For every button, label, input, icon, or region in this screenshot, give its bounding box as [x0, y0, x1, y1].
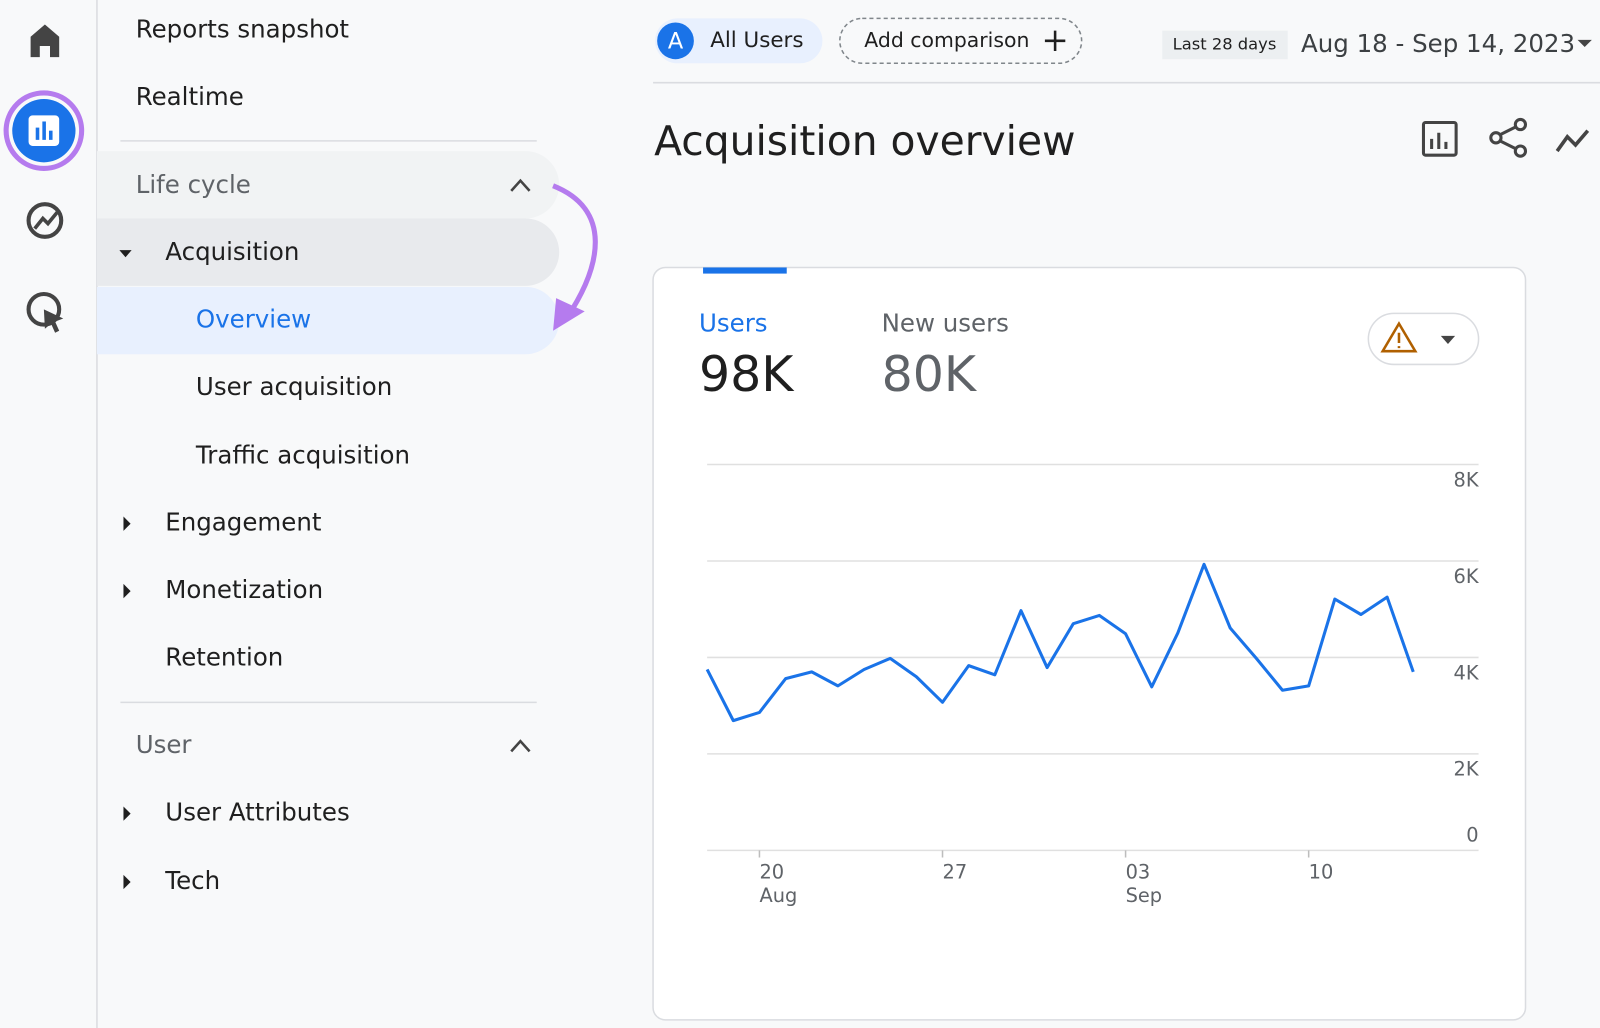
x-tick-month: Aug — [759, 884, 797, 907]
explore-icon[interactable] — [26, 202, 64, 239]
explore-glyph — [33, 211, 59, 230]
reports-glyph — [35, 127, 40, 140]
section-title[interactable]: Life cycle — [136, 170, 251, 199]
advertising-icon[interactable] — [26, 291, 62, 327]
card — [652, 266, 1527, 1021]
metric-label[interactable]: New users — [882, 309, 1009, 338]
segment-label[interactable]: All Users — [710, 28, 803, 53]
y-tick-label: 8K — [1454, 468, 1480, 491]
section-row-bg — [96, 151, 560, 219]
annotation-arrow — [552, 183, 598, 320]
nav-item[interactable]: Reports snapshot — [136, 15, 350, 44]
y-tick-label: 4K — [1454, 661, 1480, 684]
caret[interactable] — [123, 806, 131, 821]
nav-item[interactable]: Retention — [165, 642, 283, 671]
nav-item[interactable]: User Attributes — [165, 798, 349, 827]
y-tick-label: 2K — [1454, 758, 1480, 781]
warning-icon — [1380, 321, 1418, 353]
nav-item[interactable]: Realtime — [136, 82, 244, 111]
warning-dropdown[interactable] — [1367, 312, 1480, 366]
caret[interactable] — [123, 516, 131, 531]
nav-row-selected — [96, 286, 560, 355]
metric-value: 80K — [882, 346, 978, 403]
nav-item[interactable]: User acquisition — [196, 372, 392, 401]
advertising-glyph — [43, 309, 64, 333]
metric-value: 98K — [699, 346, 795, 403]
date-range[interactable]: Aug 18 - Sep 14, 2023 — [1301, 29, 1575, 58]
segment-badge-text: A — [668, 28, 684, 54]
insights-icon[interactable] — [1555, 129, 1590, 153]
y-tick-label: 0 — [1466, 824, 1478, 847]
home-icon[interactable] — [30, 24, 60, 58]
active-tab-indicator — [703, 267, 787, 274]
page-title: Acquisition overview — [654, 117, 1075, 165]
segment-chip[interactable] — [655, 18, 823, 64]
customize-icon[interactable] — [1421, 120, 1458, 157]
nav-item[interactable]: Monetization — [165, 575, 323, 604]
date-dropdown[interactable] — [1577, 39, 1592, 47]
caret[interactable] — [123, 874, 131, 890]
add-comparison-button[interactable] — [839, 17, 1083, 65]
caret[interactable] — [119, 250, 132, 258]
nav-row-bg — [96, 218, 560, 286]
metric-label[interactable]: Users — [699, 309, 768, 338]
reports-glyph — [48, 130, 53, 140]
share-glyph — [1513, 117, 1528, 132]
nav-item[interactable]: Traffic acquisition — [195, 440, 410, 469]
share-glyph — [1513, 144, 1528, 158]
nav-item[interactable]: Engagement — [165, 508, 322, 537]
x-tick-label: 03 — [1126, 860, 1151, 883]
nav-item[interactable]: Acquisition — [165, 237, 299, 266]
y-tick-label: 6K — [1454, 565, 1480, 588]
x-tick-label: 27 — [943, 860, 968, 883]
highlight-ring — [3, 90, 85, 171]
date-preset[interactable]: Last 28 days — [1173, 34, 1277, 53]
segment-badge — [657, 22, 694, 60]
nav-item-selected[interactable]: Overview — [196, 305, 311, 334]
customize-glyph — [1430, 132, 1448, 150]
reports-glyph — [42, 121, 46, 140]
dropdown-caret — [1440, 335, 1456, 345]
date-preset-box — [1162, 30, 1288, 60]
data-line — [705, 562, 1415, 723]
chevron[interactable] — [510, 739, 531, 753]
share-glyph — [1499, 125, 1518, 151]
nav-item[interactable]: Tech — [164, 866, 220, 895]
section-title[interactable]: User — [136, 730, 193, 759]
plus-icon — [1044, 30, 1066, 52]
share-icon[interactable] — [1489, 131, 1503, 145]
chevron[interactable] — [510, 178, 531, 192]
x-tick-label: 10 — [1309, 860, 1334, 883]
caret[interactable] — [123, 583, 131, 599]
x-tick-month: Sep — [1126, 884, 1163, 907]
x-tick-label: 20 — [759, 860, 784, 883]
add-comparison-label[interactable]: Add comparison — [864, 28, 1029, 52]
annotation-arrowhead — [553, 298, 585, 331]
